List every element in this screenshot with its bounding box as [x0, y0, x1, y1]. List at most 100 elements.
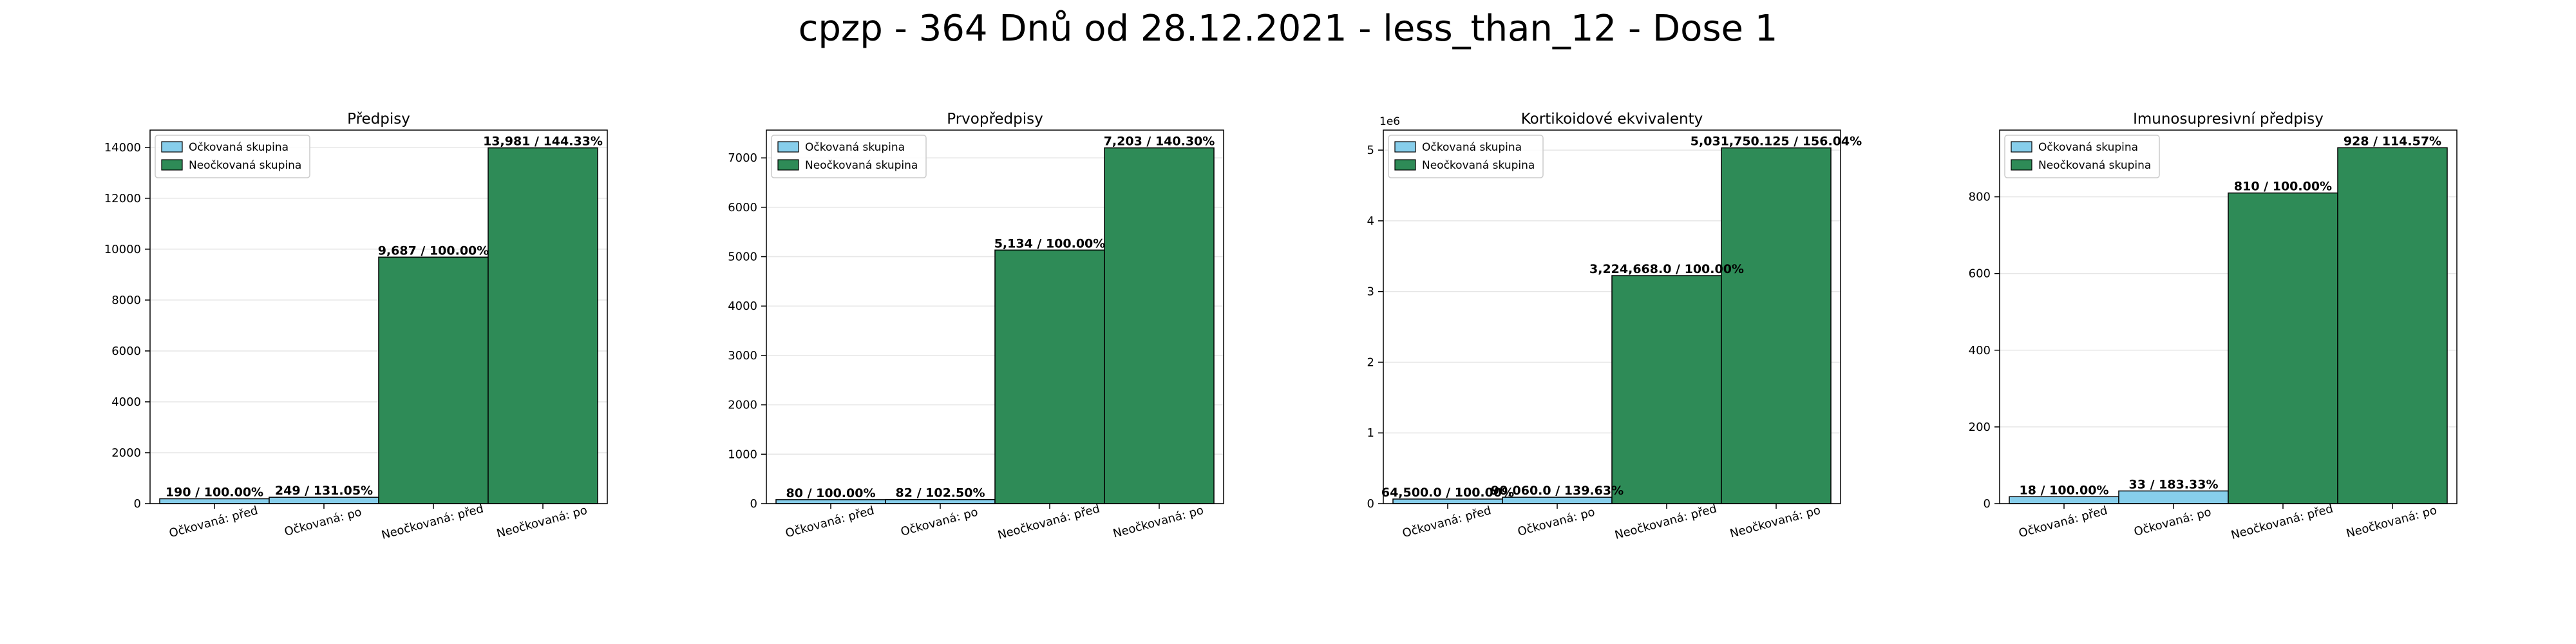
- bar-value-label: 190 / 100.00%: [166, 485, 263, 499]
- legend-swatch: [2011, 159, 2032, 171]
- bar-value-label: 18 / 100.00%: [2020, 483, 2109, 497]
- legend-swatch: [2011, 141, 2032, 153]
- chart-title: Imunosupresivní předpisy: [2133, 111, 2324, 128]
- y-tick-label: 6000: [728, 201, 757, 214]
- x-tick-label: Očkovaná: před: [167, 504, 259, 540]
- bar: [1392, 498, 1503, 504]
- y-tick-label: 14000: [104, 141, 141, 155]
- x-tick-label: Očkovaná: před: [2017, 504, 2108, 540]
- y-tick-label: 800: [1969, 191, 1991, 204]
- plot-frame: [766, 129, 1224, 504]
- plot-frame: [1999, 129, 2458, 504]
- x-tick-label: Neočkovaná: před: [1613, 502, 1718, 542]
- y-offset-label: 1e6: [1379, 115, 1400, 128]
- legend-swatch: [1394, 141, 1416, 153]
- y-tick-label: 8000: [111, 294, 141, 307]
- legend-box: [155, 135, 310, 178]
- bar: [159, 498, 270, 504]
- x-tick-label: Neočkovaná: po: [1112, 504, 1205, 541]
- y-tick-label: 4000: [728, 299, 757, 313]
- plot-frame: [1383, 129, 1841, 504]
- chart-panel-1: 0 2000 4000 6000 8000 10000 12000 14000 190 / 10…: [104, 111, 608, 542]
- bar-value-label: 33 / 183.33%: [2129, 477, 2219, 491]
- legend-swatch: [1394, 159, 1416, 171]
- y-tick-label: 5: [1367, 144, 1374, 157]
- bar: [269, 497, 379, 504]
- y-tick-label: 6000: [111, 345, 141, 358]
- bar-value-label: 13,981 / 144.33%: [483, 135, 603, 149]
- legend-box: [771, 135, 927, 178]
- y-tick-label: 10000: [104, 243, 141, 256]
- x-tick-label: Neočkovaná: po: [1728, 504, 1822, 541]
- legend-box: [2004, 135, 2160, 178]
- y-tick-label: 600: [1969, 267, 1991, 281]
- chart-title: Kortikoidové ekvivalenty: [1521, 111, 1703, 128]
- bar-value-label: 82 / 102.50%: [896, 486, 985, 500]
- y-tick-label: 12000: [104, 192, 141, 205]
- bar: [2009, 496, 2119, 504]
- legend-swatch: [161, 141, 183, 153]
- chart-title: Prvopředpisy: [947, 111, 1043, 128]
- legend-swatch: [777, 141, 799, 153]
- y-tick-label: 2: [1367, 355, 1374, 369]
- bar-value-label: 80 / 100.00%: [786, 486, 876, 500]
- y-tick-label: 0: [750, 497, 757, 511]
- bar-value-label: 64,500.0 / 100.00%: [1381, 486, 1514, 500]
- y-tick-label: 0: [134, 497, 141, 511]
- x-tick-label: Očkovaná: po: [2132, 506, 2212, 539]
- y-tick-label: 1: [1367, 426, 1374, 440]
- bar: [378, 256, 489, 504]
- y-tick-label: 0: [1984, 497, 1991, 511]
- bar: [1502, 497, 1613, 504]
- y-tick-label: 1000: [728, 448, 757, 461]
- legend-label: Očkovaná skupina: [2038, 141, 2138, 154]
- legend-label: Očkovaná skupina: [189, 141, 289, 154]
- bar: [2228, 192, 2338, 504]
- bar: [488, 147, 598, 504]
- legend-label: Očkovaná skupina: [805, 141, 905, 154]
- x-tick-label: Neočkovaná: před: [996, 502, 1101, 542]
- legend-label: Očkovaná skupina: [1422, 141, 1522, 154]
- bar-value-label: 928 / 114.57%: [2344, 134, 2441, 148]
- y-tick-label: 200: [1969, 421, 1991, 434]
- legend-swatch: [161, 159, 183, 171]
- plot-frame: [149, 129, 608, 504]
- legend-label: Neočkovaná skupina: [2038, 159, 2151, 172]
- bar-value-label: 3,224,668.0 / 100.00%: [1589, 262, 1744, 276]
- bar: [1104, 147, 1215, 504]
- y-tick-label: 4000: [111, 395, 141, 409]
- bar-value-label: 5,134 / 100.00%: [994, 236, 1106, 251]
- bar-value-label: 249 / 131.05%: [275, 484, 373, 498]
- chart-panel-4: 0 200 400 600 800 18 / 100.00% 33 / 183.33% 810…: [1969, 111, 2458, 542]
- x-tick-label: Neočkovaná: po: [495, 504, 589, 541]
- bar-value-label: 9,687 / 100.00%: [378, 243, 489, 258]
- bar: [1611, 275, 1722, 504]
- x-tick-label: Očkovaná: před: [784, 504, 875, 540]
- y-tick-label: 2000: [728, 399, 757, 412]
- y-tick-label: 3: [1367, 285, 1374, 299]
- bar: [994, 249, 1105, 504]
- chart-title: Předpisy: [347, 111, 410, 128]
- x-tick-label: Neočkovaná: po: [2345, 504, 2438, 541]
- bar-value-label: 90,060.0 / 139.63%: [1491, 484, 1624, 498]
- figure-title: cpzp - 364 Dnů od 28.12.2021 - less_than…: [798, 8, 1778, 50]
- x-tick-label: Očkovaná: před: [1401, 504, 1492, 540]
- x-tick-label: Neočkovaná: před: [2230, 502, 2334, 542]
- legend-label: Neočkovaná skupina: [189, 159, 301, 172]
- bar: [2118, 490, 2229, 504]
- legend-label: Neočkovaná skupina: [1422, 159, 1535, 172]
- x-tick-label: Očkovaná: po: [283, 506, 363, 539]
- x-tick-label: Očkovaná: po: [1516, 506, 1596, 539]
- bar-value-label: 810 / 100.00%: [2234, 180, 2332, 194]
- bar: [1721, 147, 1832, 504]
- chart-panel-3: 0 1 2 3 4 5 1e6 64,500.0 / 100.00%90,060.0 / 13…: [1367, 111, 1862, 542]
- legend-label: Neočkovaná skupina: [805, 159, 918, 172]
- bar-value-label: 5,031,750.125 / 156.04%: [1690, 135, 1862, 149]
- bar-value-label: 7,203 / 140.30%: [1104, 135, 1215, 149]
- bar: [2337, 147, 2448, 504]
- x-tick-label: Očkovaná: po: [899, 506, 979, 539]
- y-tick-label: 2000: [111, 446, 141, 460]
- legend-box: [1388, 135, 1544, 178]
- y-tick-label: 4: [1367, 214, 1374, 228]
- y-tick-label: 3000: [728, 349, 757, 363]
